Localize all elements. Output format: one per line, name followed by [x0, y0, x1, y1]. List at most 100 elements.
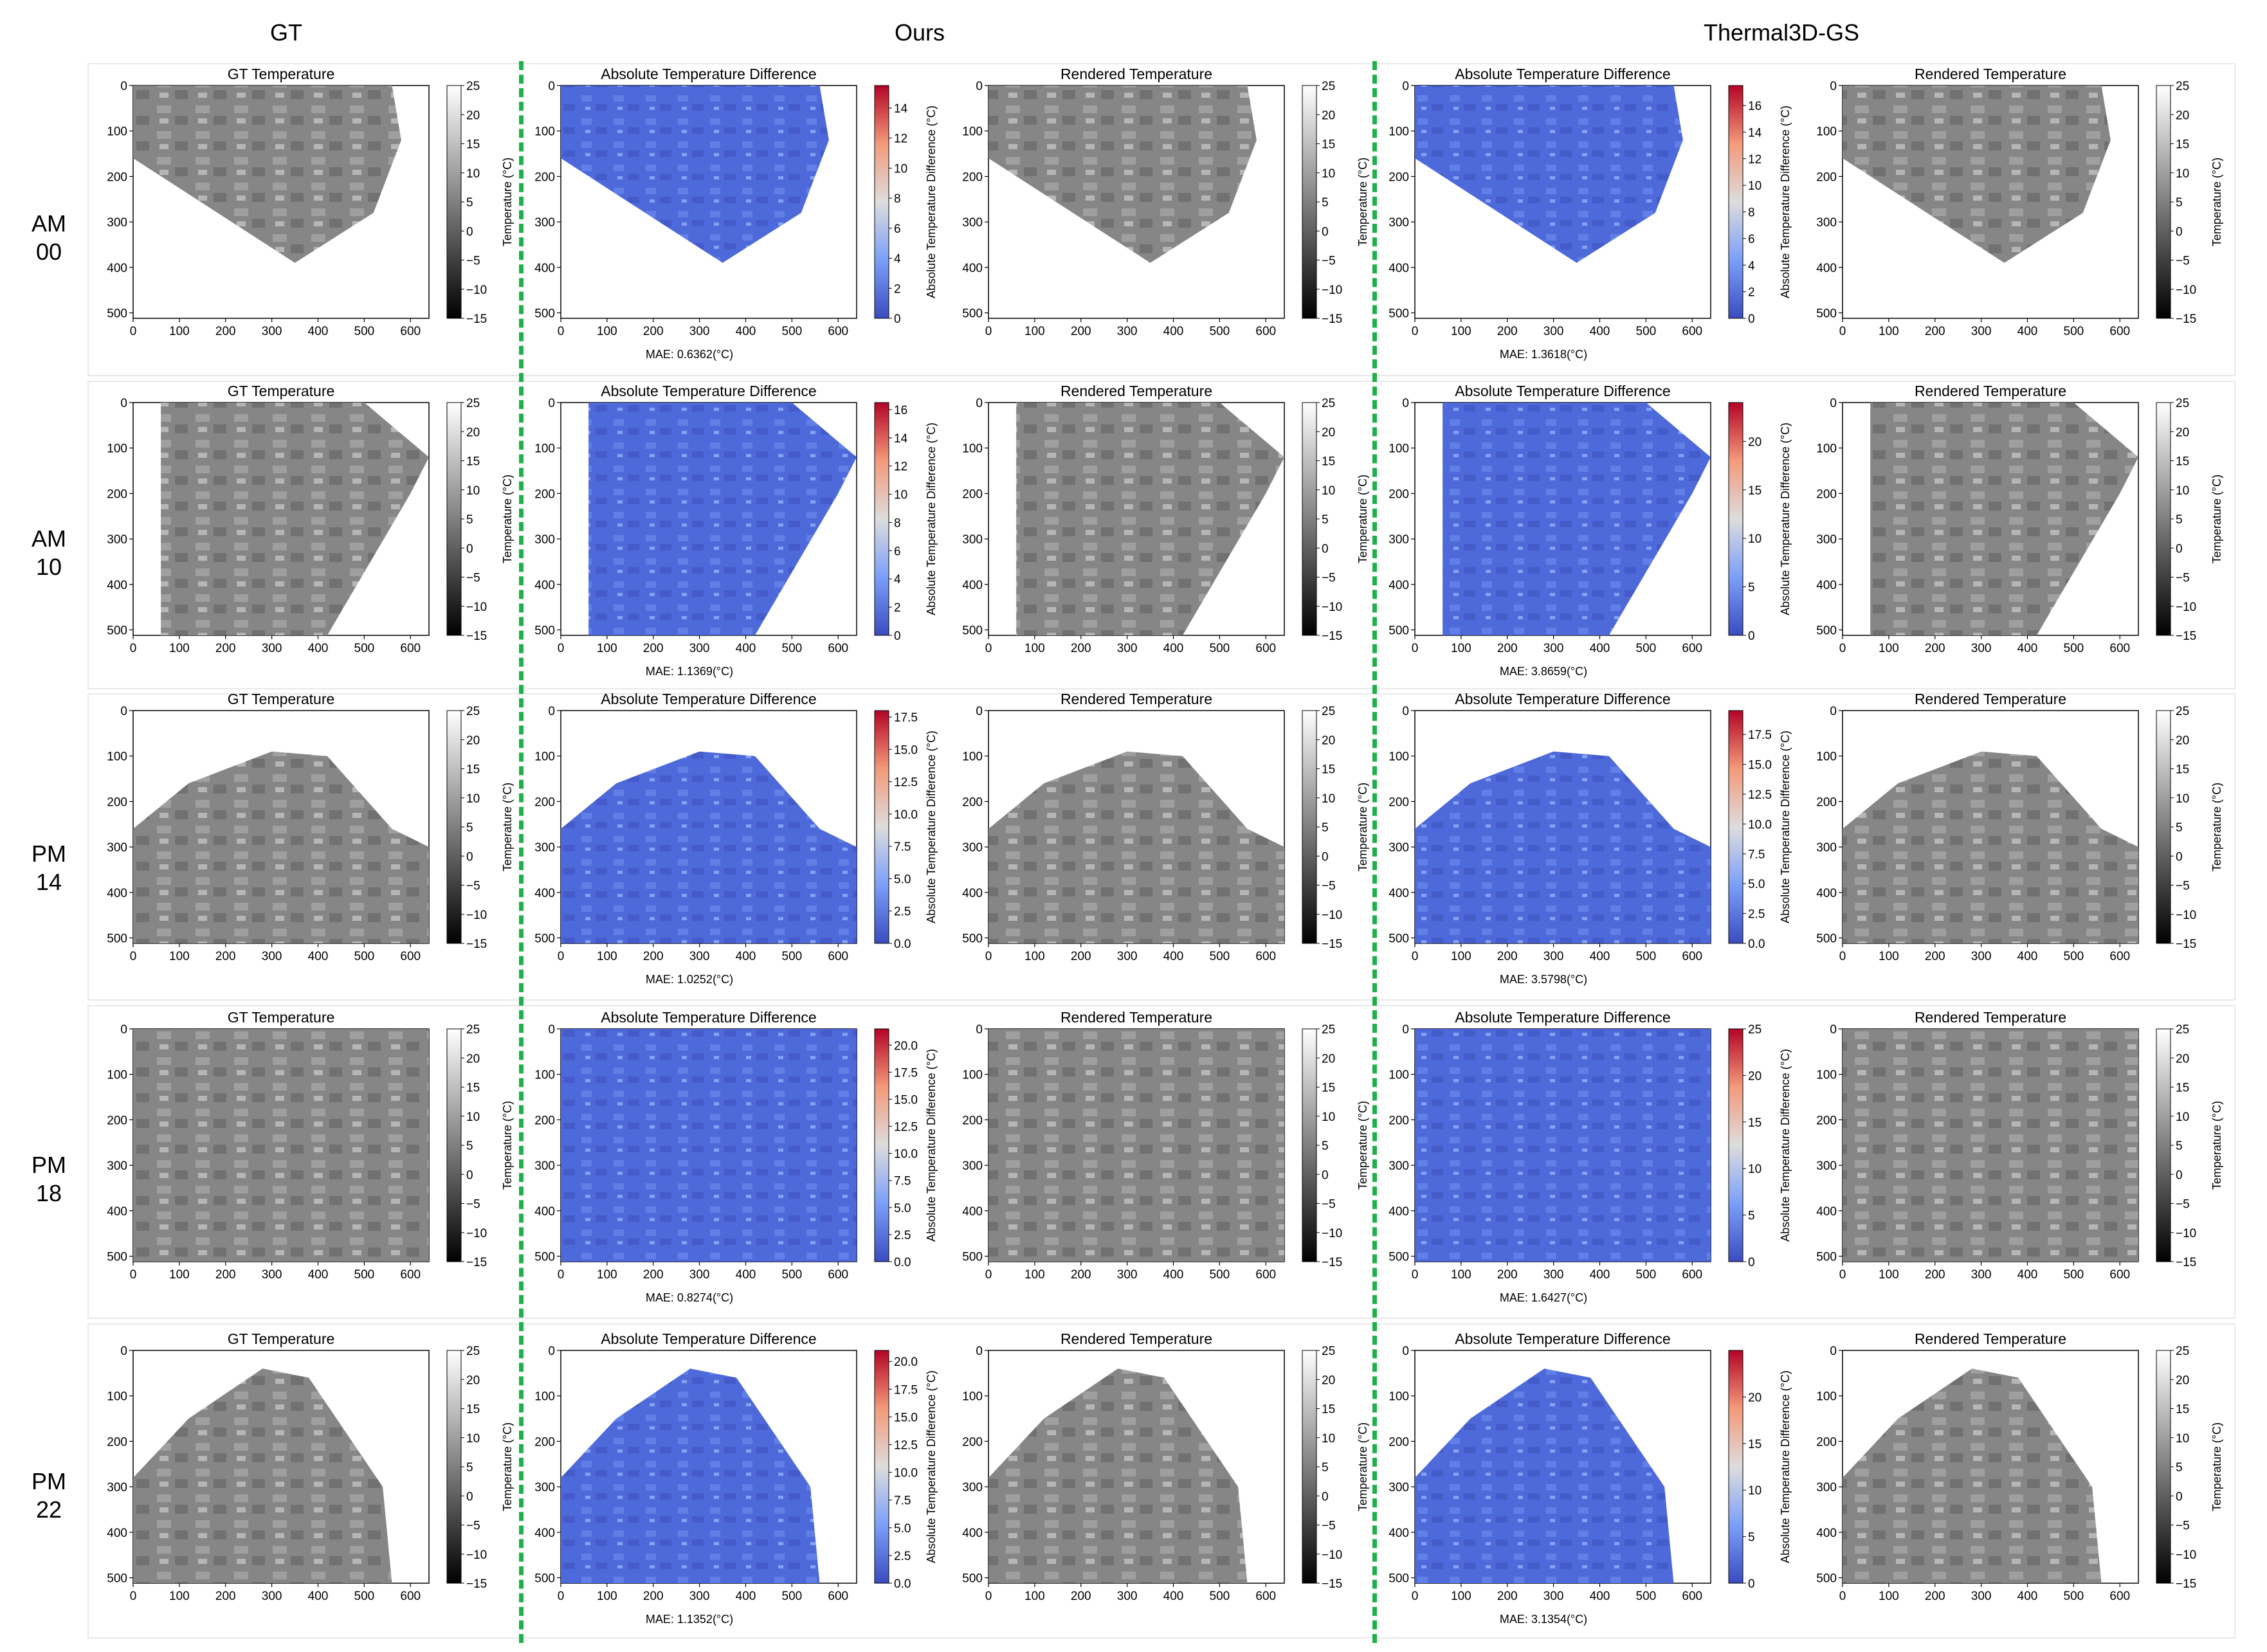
y-tick-label: 0 — [1830, 705, 1837, 718]
y-tick-label: 200 — [534, 487, 555, 501]
x-tick-label: 400 — [2017, 1268, 2038, 1282]
y-tick-label: 500 — [107, 307, 127, 321]
colorbar-tick-label: 20.0 — [894, 1039, 918, 1053]
colorbar-tick-label: 10 — [466, 792, 480, 806]
colorbar-tick-label: −15 — [1322, 1577, 1342, 1591]
y-tick-label: 500 — [1388, 624, 1409, 638]
panel-title: Absolute Temperature Difference — [601, 1009, 816, 1026]
colorbar-tick-label: 8 — [1748, 206, 1755, 220]
y-tick-label: 100 — [1388, 1069, 1409, 1082]
colorbar-tick-label: −10 — [1322, 909, 1342, 922]
x-tick-label: 0 — [1412, 1590, 1419, 1603]
heatmap-region — [133, 1368, 392, 1583]
x-tick-label: 600 — [400, 642, 421, 655]
y-tick-label: 300 — [534, 1481, 555, 1494]
y-tick-label: 500 — [962, 932, 983, 946]
colorbar-tick-label: −5 — [466, 880, 480, 893]
x-tick-label: 100 — [1879, 325, 1899, 338]
colorbar-tick-label: 5 — [1748, 1531, 1755, 1545]
colorbar-tick-label: 10 — [2176, 792, 2189, 806]
y-tick-label: 300 — [962, 841, 983, 855]
colorbar-tick-label: −5 — [2176, 880, 2190, 893]
x-tick-label: 100 — [597, 950, 617, 963]
x-tick-label: 0 — [1412, 1268, 1419, 1282]
y-tick-label: 0 — [548, 705, 555, 718]
x-tick-label: 200 — [215, 642, 236, 655]
colorbar-tick-label: 0 — [466, 542, 473, 556]
x-tick-label: 300 — [262, 642, 282, 655]
colorbar — [1728, 1028, 1743, 1262]
y-tick-label: 500 — [534, 1572, 555, 1586]
y-tick-label: 300 — [1816, 1159, 1837, 1173]
colorbar-tick-label: 20 — [466, 426, 480, 439]
colorbar — [1302, 1350, 1317, 1584]
y-tick-label: 500 — [107, 1251, 127, 1264]
colorbar-tick-label: 15 — [466, 1403, 480, 1417]
mae-label: MAE: 1.6427(°C) — [1500, 1291, 1587, 1304]
y-tick-label: 300 — [107, 533, 127, 547]
colorbar-tick-label: 10 — [2176, 484, 2189, 498]
panel-title: Absolute Temperature Difference — [601, 691, 816, 707]
y-tick-label: 300 — [962, 533, 983, 547]
colorbar-tick-label: 5.0 — [894, 1202, 911, 1215]
colorbar-tick-label: 25 — [2176, 80, 2189, 93]
colorbar-tick-label: 2.5 — [1748, 908, 1765, 921]
heatmap-region — [1415, 86, 1683, 263]
y-tick-label: 400 — [962, 1205, 983, 1219]
colorbar — [874, 1028, 889, 1262]
x-tick-label: 600 — [1255, 1268, 1276, 1282]
colorbar-tick-label: 17.5 — [894, 1383, 918, 1397]
colorbar-tick-label: 20 — [2176, 1374, 2189, 1387]
colorbar-label: Absolute Temperature Difference (°C) — [1779, 1370, 1792, 1563]
y-tick-label: 0 — [976, 1345, 983, 1358]
y-tick-label: 0 — [1402, 397, 1409, 410]
colorbar-tick-label: 15 — [1322, 138, 1335, 152]
x-tick-label: 300 — [1117, 950, 1138, 963]
y-tick-label: 500 — [962, 624, 983, 638]
x-tick-label: 200 — [643, 950, 664, 963]
heatmap-region — [133, 1029, 429, 1262]
colorbar-tick-label: −10 — [466, 601, 487, 614]
x-tick-label: 500 — [2064, 950, 2084, 963]
colorbar-tick-label: 10.0 — [1748, 818, 1772, 831]
row-label-pm18: PM 18 — [10, 1151, 87, 1208]
colorbar-tick-label: −5 — [466, 255, 480, 268]
y-tick-label: 0 — [1830, 397, 1837, 410]
x-tick-label: 0 — [130, 950, 137, 963]
colorbar-tick-label: 10 — [894, 162, 907, 176]
heatmap-region — [988, 86, 1257, 263]
y-tick-label: 400 — [534, 262, 555, 275]
row-box-pm14 — [87, 693, 2235, 1001]
x-tick-label: 500 — [782, 325, 803, 338]
divider-gt-ours — [519, 61, 524, 1643]
colorbar-tick-label: 20 — [1322, 426, 1335, 439]
y-tick-label: 500 — [1816, 1572, 1837, 1586]
colorbar-tick-label: 15 — [2176, 1403, 2189, 1417]
colorbar-tick-label: 10 — [1322, 484, 1335, 498]
colorbar-tick-label: 0 — [1322, 1490, 1329, 1503]
colorbar-tick-label: 14 — [894, 102, 908, 116]
y-tick-label: 0 — [976, 705, 983, 718]
x-tick-label: 200 — [1497, 950, 1518, 963]
colorbar-tick-label: 25 — [466, 1023, 480, 1037]
x-tick-label: 500 — [782, 1590, 803, 1603]
x-tick-label: 100 — [1024, 1268, 1045, 1282]
colorbar-tick-label: 5 — [2176, 196, 2183, 210]
colorbar-tick-label: 2 — [1748, 286, 1755, 300]
y-tick-label: 300 — [107, 841, 127, 855]
y-tick-label: 0 — [976, 80, 983, 93]
y-tick-label: 500 — [1816, 1251, 1837, 1264]
panel-title: Rendered Temperature — [1061, 66, 1212, 82]
colorbar-tick-label: −5 — [1322, 880, 1336, 893]
colorbar-tick-label: 15 — [466, 763, 480, 777]
y-tick-label: 100 — [107, 1069, 127, 1082]
colorbar-tick-label: −15 — [1322, 630, 1342, 643]
y-tick-label: 100 — [534, 442, 555, 456]
colorbar-tick-label: 15 — [1322, 455, 1335, 469]
colorbar — [874, 402, 889, 636]
x-tick-label: 100 — [1451, 325, 1471, 338]
y-tick-label: 200 — [107, 170, 127, 184]
